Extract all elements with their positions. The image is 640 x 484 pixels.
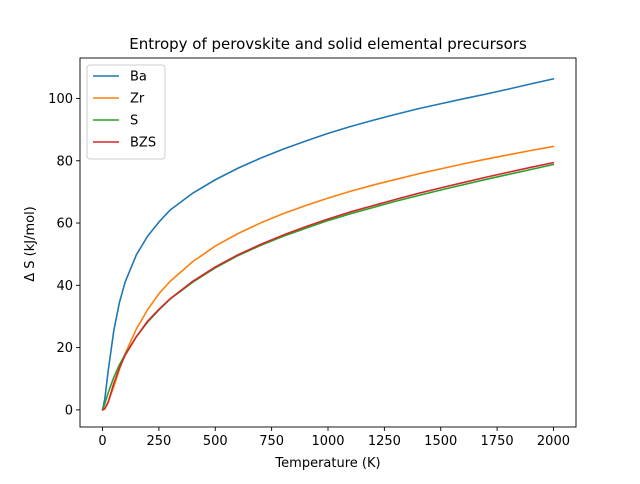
series-line-bzs <box>101 161 555 411</box>
series-line-ba <box>101 78 555 411</box>
y-tick-label: 60 <box>56 217 73 232</box>
y-axis-label: Δ S (kJ/mol) <box>23 206 38 282</box>
y-tick-label: 0 <box>65 403 73 418</box>
x-tick-label: 1500 <box>424 434 457 449</box>
x-tick-label: 1250 <box>368 434 401 449</box>
legend-label-ba: Ba <box>130 70 147 85</box>
legend-label-bzs: BZS <box>130 136 156 151</box>
y-tick-label: 100 <box>48 92 73 107</box>
x-tick-label: 0 <box>98 434 106 449</box>
axes: 0 250 500 750 1000 1250 1500 1750 2000 0 20 40 60 80 1… <box>48 57 577 449</box>
x-tick-label: 250 <box>146 434 171 449</box>
y-tick-label: 20 <box>56 341 73 356</box>
legend: Ba Zr S BZS <box>86 64 166 160</box>
x-axis-label: Temperature (K) <box>274 456 380 471</box>
y-tick-label: 80 <box>56 154 73 169</box>
x-tick-label: 750 <box>259 434 284 449</box>
legend-label-s: S <box>130 114 138 129</box>
series-line-zr <box>101 145 555 411</box>
legend-box <box>86 64 166 160</box>
x-tick-label: 2000 <box>537 434 570 449</box>
series-line-s <box>101 163 555 411</box>
x-tick-label: 500 <box>203 434 228 449</box>
plot-area <box>101 78 555 411</box>
x-tick-label: 1000 <box>311 434 344 449</box>
y-tick-label: 40 <box>56 279 73 294</box>
chart-title: Entropy of perovskite and solid elementa… <box>129 35 527 53</box>
x-tick-label: 1750 <box>481 434 514 449</box>
legend-label-zr: Zr <box>130 92 145 107</box>
